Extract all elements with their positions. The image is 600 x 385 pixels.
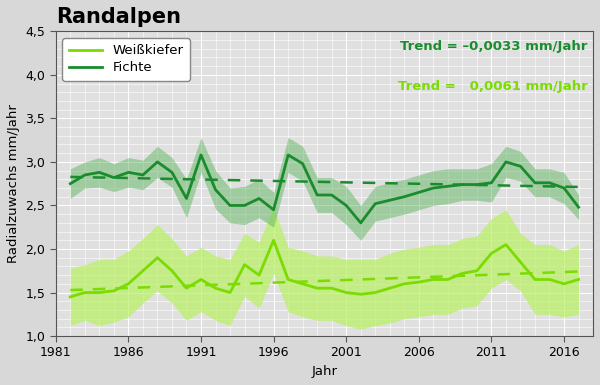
Weißkiefer — [560, 281, 568, 286]
Weißkiefer — [212, 286, 219, 291]
Weißkiefer — [386, 286, 394, 291]
Y-axis label: Radialzuwachs mm/Jahr: Radialzuwachs mm/Jahr — [7, 104, 20, 263]
Weißkiefer — [459, 271, 466, 276]
Text: Trend =   0,0061 mm/Jahr: Trend = 0,0061 mm/Jahr — [398, 80, 587, 93]
Weißkiefer — [226, 290, 233, 295]
Fichte — [270, 208, 277, 212]
Fichte — [444, 184, 451, 189]
Fichte — [81, 172, 88, 177]
Weißkiefer — [502, 242, 509, 247]
Fichte — [430, 186, 437, 190]
Weißkiefer — [125, 281, 132, 286]
Fichte — [575, 205, 582, 209]
Weißkiefer — [546, 277, 553, 282]
Fichte — [197, 152, 205, 157]
Weißkiefer — [197, 277, 205, 282]
Fichte — [284, 152, 292, 157]
Fichte — [371, 201, 379, 206]
Fichte — [357, 221, 364, 225]
Fichte — [560, 186, 568, 190]
Weißkiefer — [357, 292, 364, 296]
Weißkiefer — [575, 277, 582, 282]
Fichte — [488, 181, 495, 185]
Fichte — [212, 187, 219, 192]
Weißkiefer — [401, 281, 408, 286]
Fichte — [546, 181, 553, 185]
Weißkiefer — [299, 281, 306, 286]
Weißkiefer — [154, 255, 161, 260]
Fichte — [256, 196, 263, 201]
Text: Trend = –0,0033 mm/Jahr: Trend = –0,0033 mm/Jahr — [400, 40, 587, 54]
Weißkiefer — [96, 290, 103, 295]
Weißkiefer — [473, 268, 481, 273]
Weißkiefer — [371, 290, 379, 295]
Fichte — [314, 192, 321, 197]
Weißkiefer — [444, 277, 451, 282]
Fichte — [139, 172, 146, 177]
Fichte — [502, 160, 509, 164]
Fichte — [386, 198, 394, 203]
Weißkiefer — [328, 286, 335, 291]
Weißkiefer — [169, 268, 176, 273]
Text: Randalpen: Randalpen — [56, 7, 181, 27]
Weißkiefer — [139, 268, 146, 273]
Weißkiefer — [284, 277, 292, 282]
Fichte — [401, 194, 408, 199]
Fichte — [459, 182, 466, 187]
Weißkiefer — [488, 251, 495, 256]
Weißkiefer — [241, 262, 248, 267]
Weißkiefer — [67, 295, 74, 299]
Weißkiefer — [256, 273, 263, 278]
Fichte — [517, 164, 524, 169]
Fichte — [169, 170, 176, 175]
X-axis label: Jahr: Jahr — [311, 365, 337, 378]
Fichte — [110, 175, 118, 180]
Fichte — [125, 170, 132, 175]
Weißkiefer — [183, 286, 190, 291]
Fichte — [226, 203, 233, 208]
Fichte — [96, 170, 103, 175]
Fichte — [343, 203, 350, 208]
Fichte — [183, 196, 190, 201]
Weißkiefer — [110, 288, 118, 293]
Weißkiefer — [81, 290, 88, 295]
Fichte — [328, 192, 335, 197]
Fichte — [67, 181, 74, 186]
Line: Weißkiefer: Weißkiefer — [70, 240, 578, 297]
Weißkiefer — [517, 260, 524, 264]
Line: Fichte: Fichte — [70, 155, 578, 223]
Weißkiefer — [532, 277, 539, 282]
Weißkiefer — [270, 238, 277, 243]
Fichte — [299, 161, 306, 166]
Fichte — [241, 203, 248, 208]
Fichte — [154, 160, 161, 164]
Legend: Weißkiefer, Fichte: Weißkiefer, Fichte — [62, 38, 190, 81]
Fichte — [415, 190, 422, 195]
Fichte — [532, 181, 539, 185]
Fichte — [473, 182, 481, 187]
Weißkiefer — [415, 280, 422, 285]
Weißkiefer — [314, 286, 321, 291]
Weißkiefer — [430, 277, 437, 282]
Weißkiefer — [343, 290, 350, 295]
